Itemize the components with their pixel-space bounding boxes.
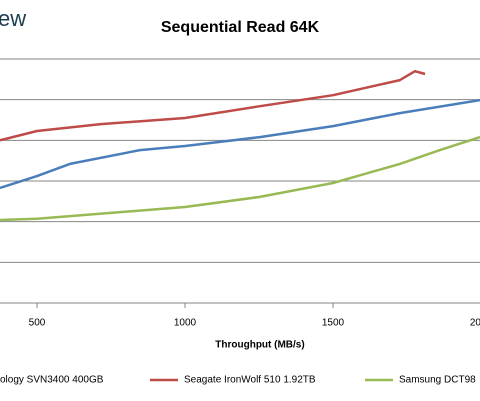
x-tick-label: 500 xyxy=(29,318,46,329)
legend-label: ology SVN3400 400GB xyxy=(0,375,104,386)
series-line xyxy=(0,98,480,190)
legend-label: Samsung DCT98 xyxy=(399,375,476,386)
x-tick-label: 1500 xyxy=(322,318,345,329)
chart-title: Sequential Read 64K xyxy=(161,19,320,36)
legend-label: Seagate IronWolf 510 1.92TB xyxy=(184,375,316,386)
x-tick-label: 2000 xyxy=(470,318,480,329)
x-tick-label: 1000 xyxy=(174,318,197,329)
series-line xyxy=(0,135,480,222)
logo: ew xyxy=(0,6,26,31)
series-line xyxy=(0,69,426,142)
x-axis-label: Throughput (MB/s) xyxy=(215,340,304,351)
